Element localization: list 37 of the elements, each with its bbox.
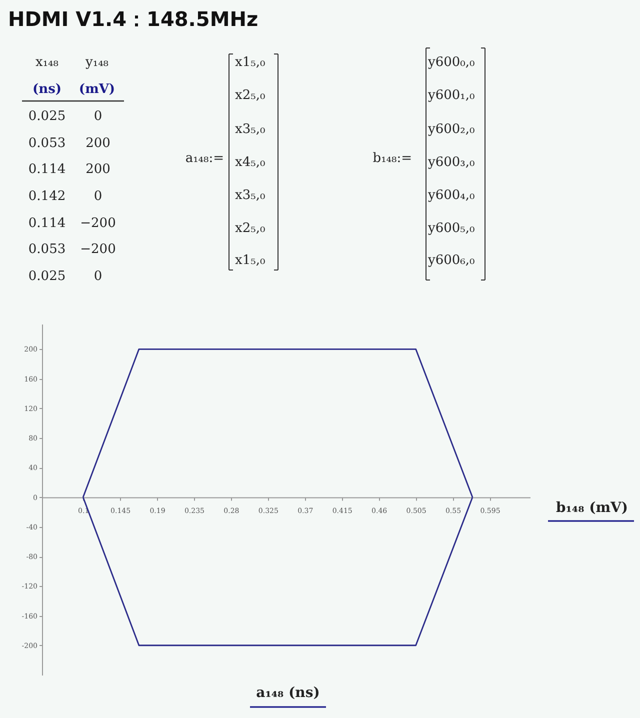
text: 200 (86, 162, 110, 177)
chart-title: HDMI V1.4：148.5MHz (8, 7, 258, 31)
text: y₁₄₈ (84, 55, 108, 70)
text: x1₅,₀ (235, 253, 266, 268)
text: x2₅,₀ (235, 221, 266, 236)
text: x2₅,₀ (235, 88, 266, 103)
x-axis-title: a₁₄₈ (ns) (256, 685, 320, 701)
text: y600₀,₀ (427, 55, 475, 70)
text: 0.025 (28, 109, 66, 124)
text: (mV) (78, 82, 116, 97)
text: y600₂,₀ (427, 122, 475, 137)
text: −200 (80, 216, 116, 231)
text: 0.025 (28, 269, 66, 284)
text: 0 (94, 269, 102, 284)
text: y600₅,₀ (427, 221, 475, 236)
text: 0.053 (28, 242, 66, 257)
y-axis-title: b₁₄₈ (mV) (556, 500, 628, 516)
text: −200 (80, 242, 116, 257)
text: x₁₄₈ (36, 55, 58, 70)
text: x4₅,₀ (235, 155, 266, 170)
text: 200 (86, 136, 110, 151)
text: y600₆,₀ (427, 253, 475, 268)
text: x3₅,₀ (235, 188, 266, 203)
text: b₁₄₈:= (372, 151, 412, 166)
text: 0.142 (28, 189, 66, 204)
text: 0.053 (28, 136, 66, 151)
text: 0.114 (28, 216, 66, 231)
text: a₁₄₈:= (185, 151, 224, 166)
text: y600₄,₀ (427, 188, 475, 203)
text: y600₁,₀ (427, 88, 475, 103)
text: x1₅,₀ (235, 55, 266, 70)
text: (ns) (32, 82, 62, 97)
text: x3₅,₀ (235, 122, 266, 137)
text: 0 (94, 109, 102, 124)
text: y600₃,₀ (427, 155, 475, 170)
text: 0 (94, 189, 102, 204)
text: 0.114 (28, 162, 66, 177)
